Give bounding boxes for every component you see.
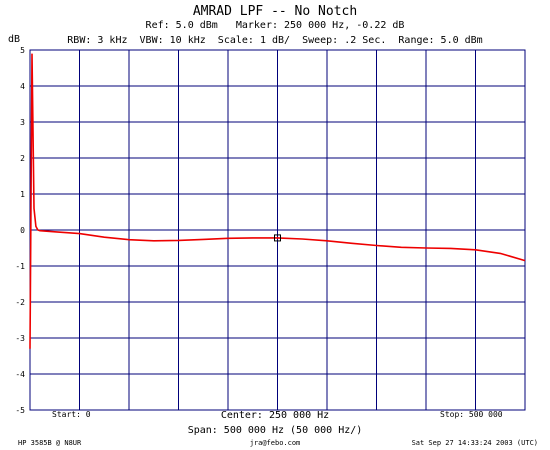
settings-line: RBW: 3 kHz VBW: 10 kHz Scale: 1 dB/ Swee… (67, 35, 483, 46)
y-axis-unit-label: dB (8, 34, 20, 45)
y-tick-label: 0 (20, 226, 25, 235)
y-tick-label: 5 (20, 46, 25, 55)
y-tick-label: 4 (20, 82, 25, 91)
y-tick-labels: 5 4 3 2 1 0 -1 -2 -3 -4 -5 (15, 46, 25, 415)
chart-title: AMRAD LPF -- No Notch (192, 4, 358, 19)
marker-icon (274, 234, 281, 242)
timestamp-label: Sat Sep 27 14:33:24 2003 (UTC) (411, 439, 538, 447)
y-tick-label: -3 (15, 334, 25, 343)
plot-grid (30, 50, 525, 410)
trace-line (29, 53, 526, 349)
y-tick-label: 2 (20, 154, 25, 163)
start-frequency-label: Start: 0 (52, 410, 91, 419)
center-frequency-label: Center: 250 000 Hz (220, 410, 330, 421)
y-tick-label: -4 (15, 370, 25, 379)
y-tick-label: 3 (20, 118, 25, 127)
instrument-label: HP 3585B @ N8UR (18, 439, 82, 447)
y-tick-label: -1 (15, 262, 25, 271)
stop-frequency-label: Stop: 500 000 (440, 410, 503, 419)
y-tick-label: -2 (15, 298, 25, 307)
reference-marker-line: Ref: 5.0 dBm Marker: 250 000 Hz, -0.22 d… (145, 20, 405, 31)
email-label: jra@febo.com (249, 439, 301, 447)
y-tick-label: 1 (20, 190, 25, 199)
span-label: Span: 500 000 Hz (50 000 Hz/) (187, 425, 363, 436)
y-tick-label: -5 (15, 406, 25, 415)
